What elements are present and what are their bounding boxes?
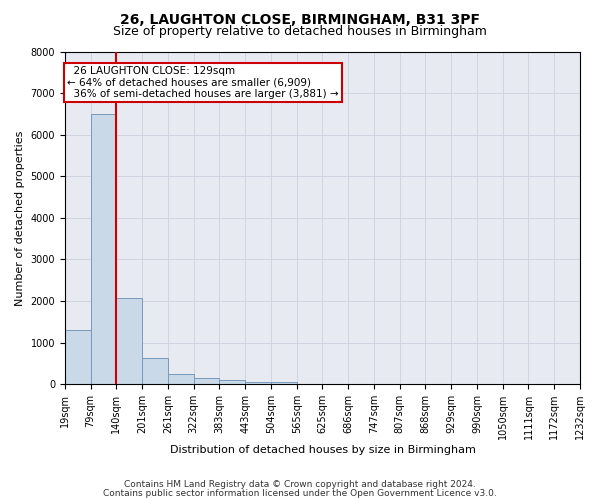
Bar [116, 298, 142, 384]
Text: 26, LAUGHTON CLOSE, BIRMINGHAM, B31 3PF: 26, LAUGHTON CLOSE, BIRMINGHAM, B31 3PF [120, 12, 480, 26]
X-axis label: Distribution of detached houses by size in Birmingham: Distribution of detached houses by size … [170, 445, 475, 455]
Text: Size of property relative to detached houses in Birmingham: Size of property relative to detached ho… [113, 25, 487, 38]
Bar [168, 374, 194, 384]
Bar [194, 378, 220, 384]
Text: 26 LAUGHTON CLOSE: 129sqm
← 64% of detached houses are smaller (6,909)
  36% of : 26 LAUGHTON CLOSE: 129sqm ← 64% of detac… [67, 66, 339, 100]
Bar [91, 114, 116, 384]
Bar [245, 382, 271, 384]
Y-axis label: Number of detached properties: Number of detached properties [15, 130, 25, 306]
Bar [142, 358, 168, 384]
Bar [220, 380, 245, 384]
Text: Contains HM Land Registry data © Crown copyright and database right 2024.: Contains HM Land Registry data © Crown c… [124, 480, 476, 489]
Bar [65, 330, 91, 384]
Text: Contains public sector information licensed under the Open Government Licence v3: Contains public sector information licen… [103, 490, 497, 498]
Bar [271, 382, 296, 384]
